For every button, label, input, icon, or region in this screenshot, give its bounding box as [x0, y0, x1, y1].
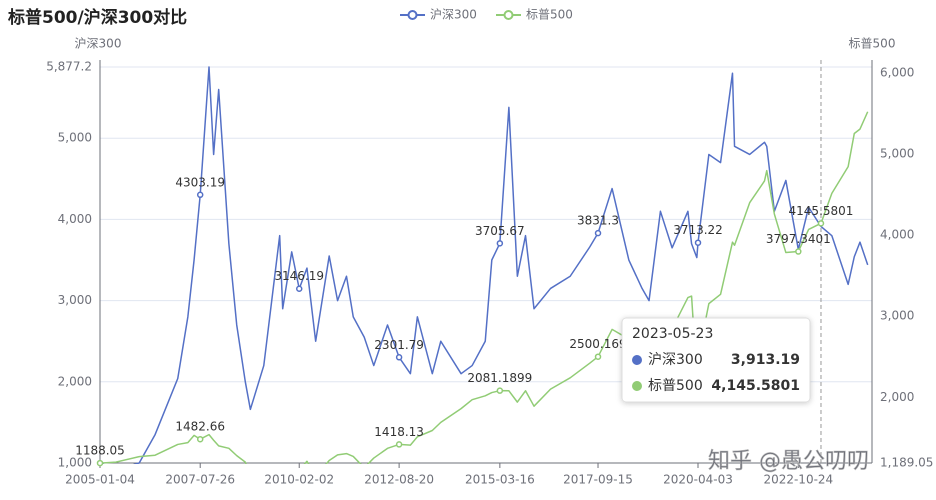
- y-tick-label: 4,000: [58, 212, 92, 226]
- tooltip-value: 3,913.19: [731, 352, 800, 368]
- series-line: [100, 111, 869, 464]
- x-tick-label: 2010-02-02: [264, 473, 334, 487]
- y2-tick-label: 3,000: [880, 309, 914, 323]
- data-label: 3713.22: [673, 223, 723, 237]
- data-point: [594, 353, 602, 360]
- tooltip-marker: [632, 381, 642, 391]
- y2-tick-label: 6,000: [880, 66, 914, 80]
- series-line: [100, 66, 869, 464]
- data-point: [395, 441, 403, 448]
- data-label: 1418.13: [374, 425, 424, 439]
- y2-axis-label: 标普500: [849, 37, 896, 51]
- data-point: [395, 354, 403, 361]
- data-label: 3831.3: [577, 214, 619, 228]
- x-tick-label: 2015-03-16: [465, 473, 535, 487]
- tooltip-value: 4,145.5801: [711, 378, 800, 394]
- legend-marker: [407, 10, 418, 20]
- data-label: 3705.67: [475, 224, 525, 238]
- data-point: [594, 229, 602, 237]
- legend-label: 标普500: [526, 8, 573, 22]
- y-tick-label: 5,877.2: [46, 60, 92, 74]
- y-tick-label: 1,000: [58, 456, 92, 470]
- tooltip-marker: [632, 355, 642, 365]
- x-tick-label: 2005-01-04: [65, 473, 135, 487]
- tooltip-name: 标普500: [648, 378, 703, 394]
- y2-tick-label: 5,000: [880, 147, 914, 161]
- data-label: 4145.5801: [789, 204, 854, 218]
- x-tick-label: 2022-10-24: [763, 473, 833, 487]
- x-tick-label: 2012-08-20: [364, 473, 434, 487]
- tooltip-box: [621, 317, 811, 403]
- data-label: 1188.05: [75, 444, 125, 458]
- y2-tick-label: 1,189.05: [880, 456, 933, 470]
- chart-title: 标普500/沪深300对比: [8, 7, 187, 28]
- y2-tick-label: 4,000: [880, 228, 914, 242]
- tooltip: 2023-05-23 沪深300 3,913.19 标普500 4,145.5801: [621, 317, 811, 403]
- watermark: 知乎 @愚公叨叨: [708, 449, 869, 474]
- tooltip-name: 沪深300: [648, 352, 703, 368]
- x-tick-label: 2020-04-03: [663, 473, 733, 487]
- data-label: 2500.169: [569, 337, 626, 351]
- data-point: [196, 191, 204, 199]
- data-label: 3797.3401: [766, 232, 831, 246]
- legend-marker: [503, 10, 514, 20]
- data-point: [196, 435, 204, 443]
- data-point: [496, 240, 504, 247]
- data-label: 2081.1899: [467, 371, 532, 385]
- y-tick-label: 3,000: [58, 293, 92, 307]
- data-point: [817, 220, 825, 227]
- x-tick-label: 2017-09-15: [563, 473, 633, 487]
- data-label: 1482.66: [175, 420, 225, 434]
- legend-label: 沪深300: [430, 8, 477, 22]
- data-label: 3146.19: [274, 269, 324, 283]
- y-axis-label: 沪深300: [75, 37, 122, 51]
- tooltip-date: 2023-05-23: [632, 326, 713, 342]
- y2-tick-label: 2,000: [880, 390, 914, 404]
- plot-area: [100, 66, 869, 464]
- data-point: [795, 248, 802, 255]
- data-label: 4303.19: [175, 175, 225, 189]
- data-point: [96, 459, 104, 467]
- x-tick-label: 2007-07-26: [165, 473, 235, 487]
- data-point: [496, 387, 504, 394]
- y-tick-label: 2,000: [58, 374, 92, 388]
- data-point: [295, 285, 303, 292]
- data-label: 2301.79: [374, 338, 424, 352]
- y-tick-label: 5,000: [58, 131, 92, 145]
- data-point: [694, 239, 702, 246]
